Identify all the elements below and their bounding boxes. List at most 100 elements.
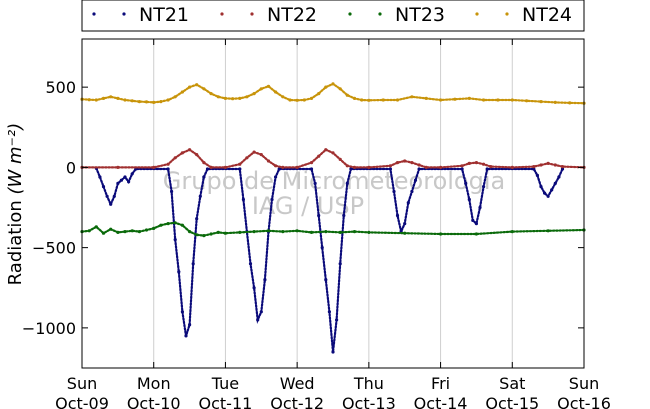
data-point: [349, 167, 353, 171]
y-axis-label-unit: (W m⁻²): [5, 123, 26, 195]
data-point: [395, 161, 400, 165]
watermark-line-1: Grupo de Micrometeorologia: [163, 167, 505, 195]
data-point: [188, 148, 192, 152]
data-point: [467, 161, 471, 165]
data-point: [241, 197, 245, 202]
data-point: [137, 230, 141, 234]
data-point: [109, 202, 113, 206]
data-point: [439, 165, 443, 169]
legend-item-nt22: NT22: [220, 4, 317, 26]
data-point: [309, 96, 314, 100]
data-point: [87, 98, 91, 102]
data-point: [209, 92, 213, 96]
data-point: [223, 96, 227, 100]
data-point: [345, 93, 349, 97]
data-point: [202, 87, 206, 91]
x-tick-label-day: Sat: [499, 374, 525, 393]
data-point: [98, 175, 102, 179]
data-point: [274, 90, 278, 94]
data-point: [482, 185, 486, 189]
data-point: [295, 229, 299, 233]
data-point: [116, 96, 120, 100]
data-point: [180, 310, 184, 314]
data-point: [474, 222, 478, 226]
data-point: [413, 178, 418, 182]
data-point: [109, 95, 113, 99]
data-point: [295, 165, 299, 169]
series-nt23: [80, 221, 586, 238]
data-point: [550, 188, 554, 192]
data-point: [403, 231, 407, 235]
data-point: [288, 98, 292, 102]
data-point: [302, 98, 306, 102]
data-point: [238, 167, 242, 171]
data-point: [453, 97, 457, 101]
data-point: [266, 159, 271, 163]
data-point: [546, 161, 550, 165]
data-point: [309, 167, 314, 171]
y-tick-label: 0: [66, 158, 76, 177]
data-point: [331, 151, 335, 155]
data-point: [317, 92, 321, 96]
data-point: [166, 222, 170, 226]
series-nt24: [80, 82, 586, 105]
data-point: [202, 175, 206, 179]
data-point: [485, 167, 489, 171]
data-point: [263, 278, 267, 282]
data-point: [496, 98, 500, 102]
data-point: [281, 230, 285, 234]
x-tick-label-day: Mon: [137, 374, 171, 393]
data-point: [281, 165, 285, 169]
data-point: [317, 154, 321, 158]
data-point: [539, 185, 543, 189]
data-point: [535, 173, 540, 177]
data-point: [166, 98, 170, 102]
data-point: [94, 98, 98, 102]
data-point: [252, 230, 256, 234]
data-point: [467, 96, 471, 100]
data-point: [123, 230, 127, 234]
data-point: [417, 163, 421, 167]
y-axis-label: Radiation (W m⁻²): [5, 123, 26, 286]
series-nt22: [80, 148, 586, 169]
data-point: [144, 228, 149, 232]
data-point: [309, 230, 314, 234]
data-point: [410, 161, 414, 165]
data-point: [101, 96, 106, 100]
data-point: [116, 230, 120, 234]
data-point: [252, 92, 256, 96]
data-point: [116, 165, 120, 169]
data-point: [424, 96, 428, 100]
data-point: [195, 83, 199, 87]
legend-item-nt23: NT23: [348, 4, 445, 26]
data-point: [327, 310, 331, 314]
y-tick-label: −500: [32, 239, 76, 258]
data-point: [460, 167, 464, 171]
legend-item-nt24: NT24: [475, 4, 572, 26]
data-point: [259, 310, 263, 314]
data-point: [464, 181, 468, 185]
data-point: [195, 153, 199, 157]
data-point: [180, 90, 184, 94]
data-point: [166, 167, 170, 171]
data-point: [195, 217, 199, 221]
legend-marker: [92, 12, 96, 16]
data-point: [248, 262, 253, 266]
data-point: [188, 323, 192, 327]
x-tick-label-date: Oct-10: [127, 394, 181, 409]
data-point: [159, 223, 163, 227]
data-point: [127, 180, 131, 184]
data-point: [403, 222, 407, 226]
data-point: [510, 165, 514, 169]
data-point: [259, 87, 263, 91]
data-point: [471, 218, 475, 222]
data-point: [331, 82, 335, 86]
data-point: [417, 167, 421, 171]
data-point: [223, 231, 227, 235]
data-point: [335, 318, 339, 322]
watermark-line-2: IAG / USP: [252, 192, 364, 220]
data-point: [395, 213, 400, 218]
data-point: [188, 230, 192, 234]
data-point: [553, 163, 557, 167]
legend-marker: [348, 12, 352, 16]
